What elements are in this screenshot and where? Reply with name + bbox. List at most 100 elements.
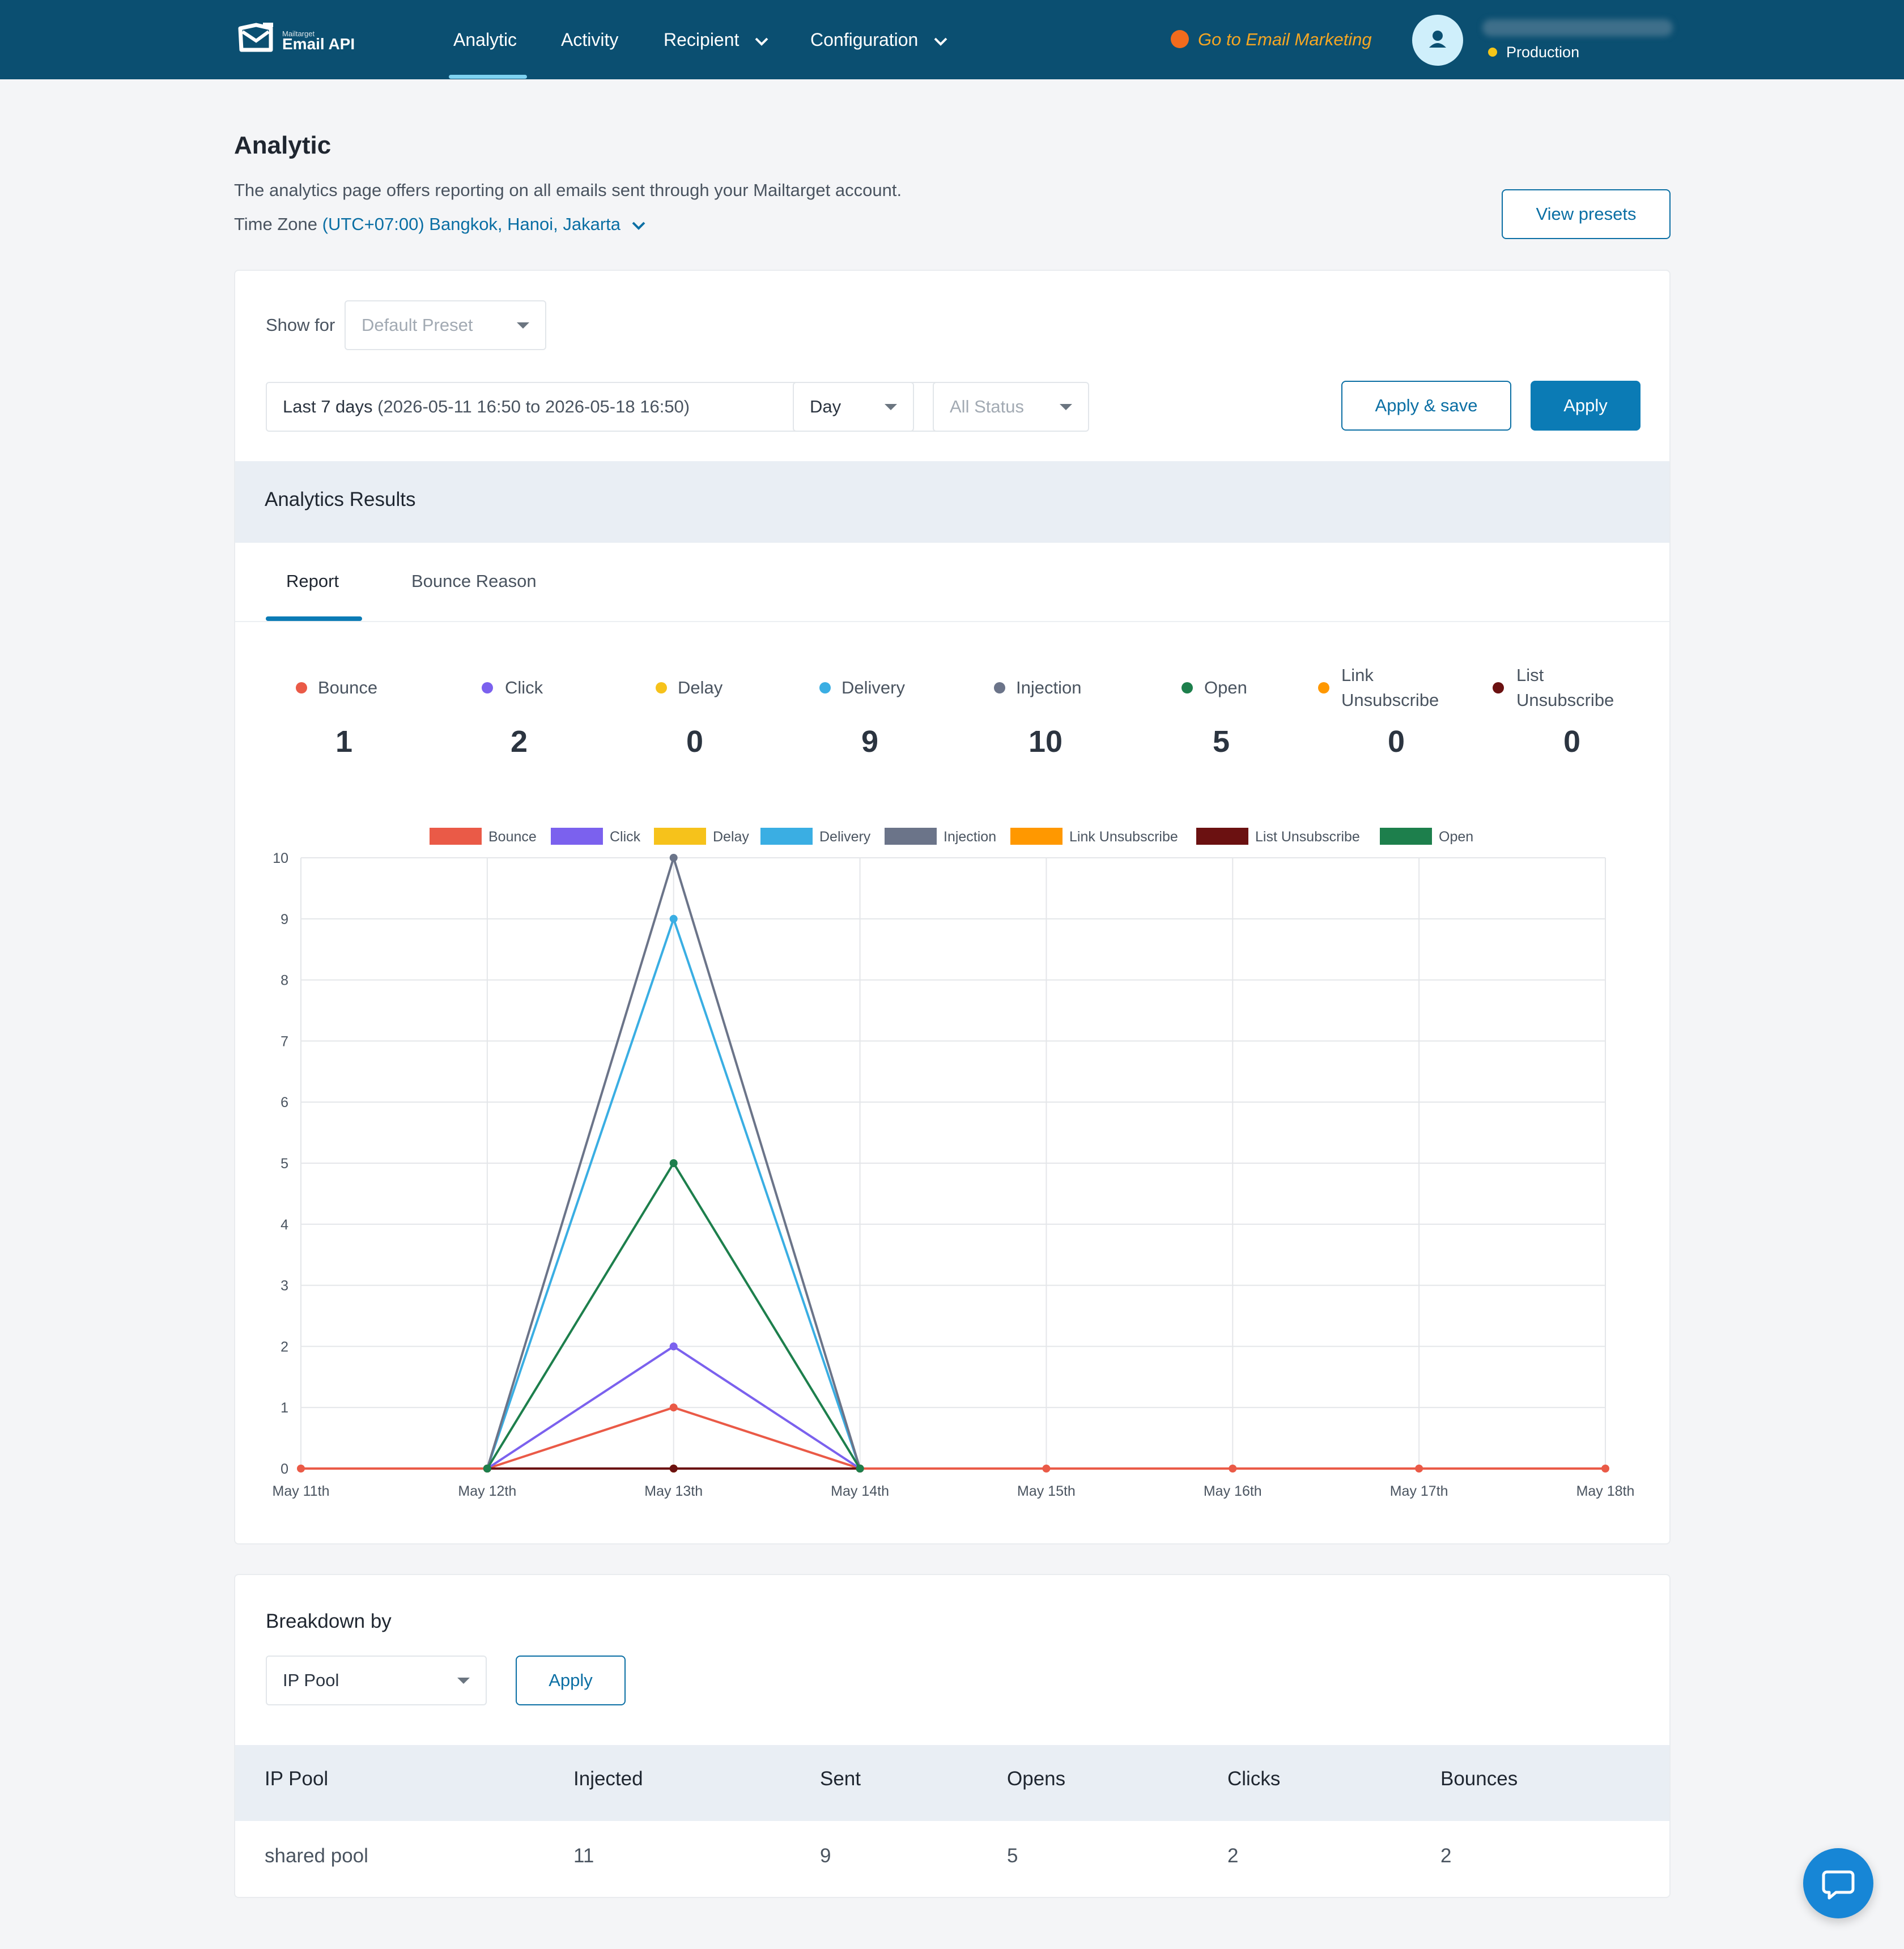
apply-save-button[interactable]: Apply & save <box>1341 381 1511 431</box>
x-tick-label: May 12th <box>458 1483 516 1499</box>
x-tick-label: May 13th <box>644 1483 703 1499</box>
legend-label: List Unsubscribe <box>1255 829 1360 845</box>
granularity-select[interactable]: Day <box>793 382 914 432</box>
metric-value: 0 <box>1563 725 1581 759</box>
chart-axis-labels: 0 1 2 3 4 5 6 7 8 9 10 May 11th May 12th May 13th May … <box>273 850 1635 1499</box>
status-placeholder: All Status <box>950 397 1024 416</box>
logo-icon <box>238 23 273 52</box>
breakdown-select-value: IP Pool <box>283 1670 339 1690</box>
nav-activity[interactable]: Activity <box>561 27 618 52</box>
column-header: IP Pool <box>265 1768 329 1790</box>
nav-configuration-label: Configuration <box>810 29 919 50</box>
column-header: Sent <box>820 1768 861 1790</box>
data-point-bounce <box>1042 1465 1051 1473</box>
data-point-bounce <box>1229 1465 1237 1473</box>
data-point-list-unsubscribe <box>669 1465 678 1473</box>
nav-active-indicator <box>449 75 527 79</box>
data-point-click <box>669 1342 678 1351</box>
x-tick-label: May 18th <box>1576 1483 1635 1499</box>
status-select[interactable]: All Status <box>933 382 1089 432</box>
metric-value: 1 <box>335 725 353 759</box>
metric-label: Bounce <box>318 678 378 697</box>
data-point-open <box>483 1465 491 1473</box>
metric-label-line2: Unsubscribe <box>1341 690 1439 710</box>
injection-dot <box>994 682 1005 693</box>
breakdown-apply-button[interactable]: Apply <box>516 1656 626 1705</box>
metric-label-line1: Link <box>1341 665 1374 685</box>
metric-label: Delivery <box>842 678 905 697</box>
data-point-injection <box>669 854 678 862</box>
delay-dot <box>656 682 667 693</box>
chevron-down-icon <box>934 37 947 46</box>
x-tick-label: May 11th <box>273 1483 330 1499</box>
apply-button[interactable]: Apply <box>1531 381 1640 431</box>
apply-save-label: Apply & save <box>1375 395 1478 415</box>
legend-delivery[interactable]: Delivery <box>760 828 870 846</box>
legend-swatch <box>1010 828 1062 845</box>
data-point-bounce <box>297 1465 305 1473</box>
legend-injection[interactable]: Injection <box>885 828 996 846</box>
legend-link-unsubscribe[interactable]: Link Unsubscribe <box>1010 828 1178 846</box>
analytics-results-header: Analytics Results <box>235 461 1669 543</box>
delivery-dot <box>819 682 831 693</box>
caret-down-icon <box>457 1678 470 1684</box>
legend-list-unsubscribe[interactable]: List Unsubscribe <box>1196 828 1360 846</box>
data-point-bounce <box>1601 1465 1609 1473</box>
legend-swatch <box>551 828 603 845</box>
y-tick-label: 2 <box>280 1339 288 1355</box>
breakdown-select[interactable]: IP Pool <box>266 1656 487 1705</box>
y-tick-label: 3 <box>280 1278 288 1294</box>
bounce-dot <box>296 682 307 693</box>
nav-recipient[interactable]: Recipient <box>664 27 769 52</box>
data-point-open <box>669 1159 678 1167</box>
view-presets-button[interactable]: View presets <box>1502 189 1671 239</box>
legend-click[interactable]: Click <box>551 828 640 846</box>
nav-recipient-label: Recipient <box>664 29 740 50</box>
column-header: Bounces <box>1440 1768 1518 1790</box>
nav-analytic-label: Analytic <box>453 29 517 50</box>
data-point-bounce <box>1415 1465 1423 1473</box>
tabs-divider <box>235 621 1669 622</box>
go-to-email-marketing-link[interactable]: Go to Email Marketing <box>1171 27 1372 52</box>
tab-report-label: Report <box>286 571 339 591</box>
breakdown-table-header <box>235 1745 1669 1821</box>
table-cell: shared pool <box>265 1845 368 1867</box>
y-tick-label: 8 <box>280 973 288 989</box>
show-for-label: Show for <box>266 315 335 335</box>
nav-configuration[interactable]: Configuration <box>810 27 948 52</box>
legend-swatch <box>654 828 706 845</box>
mailtarget-logo[interactable]: Mailtarget Email API <box>237 22 373 58</box>
page-title: Analytic <box>234 131 332 159</box>
timezone-selector[interactable]: (UTC+07:00) Bangkok, Hanoi, Jakarta <box>322 214 646 234</box>
user-avatar[interactable] <box>1412 15 1463 66</box>
data-point-bounce <box>669 1403 678 1412</box>
chart-grid <box>300 857 1606 1469</box>
metric-value: 9 <box>861 725 879 759</box>
nav-analytic[interactable]: Analytic <box>453 27 517 52</box>
nav-activity-label: Activity <box>561 29 619 50</box>
x-tick-label: May 14th <box>831 1483 889 1499</box>
legend-bounce[interactable]: Bounce <box>430 828 537 846</box>
chart-series <box>297 854 1609 1473</box>
top-navbar: Mailtarget Email API Analytic Activity R… <box>0 0 1904 79</box>
y-tick-label: 6 <box>280 1095 288 1110</box>
metric-value: 10 <box>1028 725 1063 759</box>
caret-down-icon <box>517 322 529 329</box>
legend-open[interactable]: Open <box>1380 828 1473 846</box>
legend-swatch <box>1380 828 1432 845</box>
column-header: Injected <box>573 1768 643 1790</box>
environment-status: Production <box>1488 41 1579 63</box>
preset-select[interactable]: Default Preset <box>345 300 546 350</box>
legend-label: Injection <box>944 829 997 845</box>
tab-report[interactable]: Report <box>286 571 339 591</box>
metric-value: 0 <box>686 725 704 759</box>
table-cell: 11 <box>573 1845 594 1867</box>
column-header: Opens <box>1007 1768 1066 1790</box>
page-description: The analytics page offers reporting on a… <box>234 180 902 200</box>
legend-delay[interactable]: Delay <box>654 828 749 846</box>
chat-support-button[interactable] <box>1803 1848 1873 1918</box>
y-tick-label: 0 <box>280 1461 288 1477</box>
tab-bounce-reason[interactable]: Bounce Reason <box>411 571 537 591</box>
chevron-down-icon <box>632 222 645 230</box>
metric-value: 5 <box>1212 725 1230 759</box>
